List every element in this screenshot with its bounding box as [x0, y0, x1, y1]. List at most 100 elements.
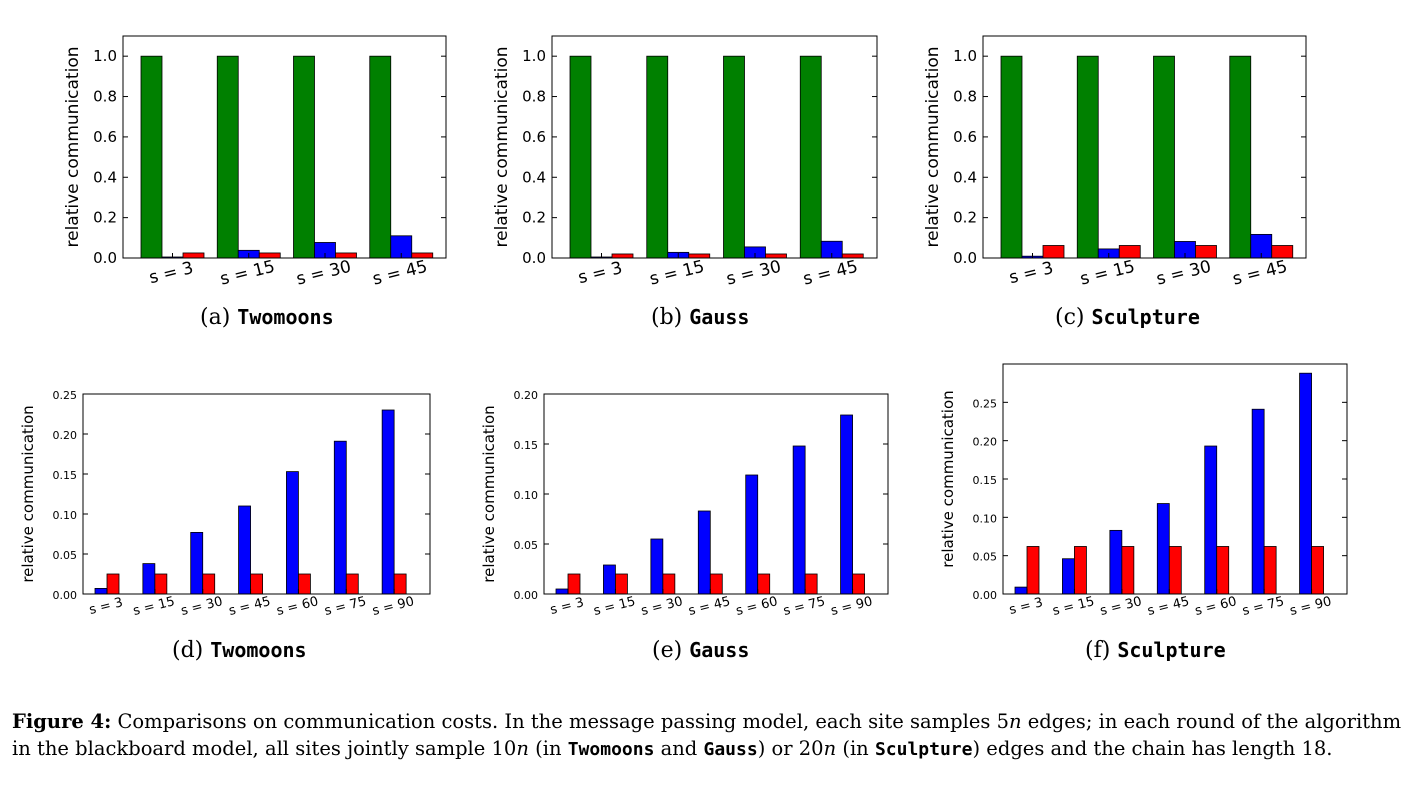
xtick-label-b-2: s = 30	[724, 257, 783, 290]
bar-f-blue-1	[1062, 558, 1075, 595]
xtick-label-e-4: s = 60	[734, 594, 779, 619]
xtick-label-f-2: s = 30	[1099, 594, 1144, 619]
ytick-label-f-5: 0.25	[973, 397, 998, 410]
bar-a-green-2	[293, 55, 315, 259]
bar-d-blue-6	[381, 409, 395, 595]
subcaption-a: (a) Twomoons	[200, 305, 334, 330]
bar-b-green-0	[569, 55, 592, 259]
subcaption-b-name: Gauss	[689, 305, 750, 329]
bar-d-blue-2	[190, 532, 204, 595]
ytick-label-a-5: 1.0	[93, 47, 117, 65]
bar-c-red-1	[1118, 245, 1141, 259]
xtick-label-b-0: s = 3	[576, 258, 624, 288]
bar-c-green-1	[1076, 55, 1099, 259]
bar-a-green-0	[140, 55, 163, 259]
bar-f-blue-5	[1251, 408, 1265, 595]
subcaption-d: (d) Twomoons	[172, 638, 307, 663]
xtick-label-e-6: s = 90	[829, 594, 874, 619]
bar-d-blue-5	[333, 440, 347, 595]
xtick-label-e-2: s = 30	[640, 594, 685, 619]
bar-e-red-5	[804, 573, 818, 595]
ytick-label-e-1: 0.05	[514, 539, 539, 552]
bar-d-blue-4	[286, 471, 299, 595]
ytick-label-f-2: 0.10	[973, 512, 998, 525]
xtick-label-b-1: s = 15	[648, 257, 707, 290]
caption-dataset-1: Twomoons	[567, 739, 655, 760]
caption-dataset-3: Sculpture	[874, 739, 973, 760]
ytick-label-d-5: 0.25	[53, 389, 78, 402]
xtick-label-f-6: s = 90	[1288, 594, 1333, 619]
xtick-label-e-5: s = 75	[782, 594, 827, 619]
bar-b-green-2	[723, 55, 745, 259]
subcaption-c-tag: (c)	[1055, 305, 1085, 330]
ytick-label-f-1: 0.05	[973, 551, 998, 564]
xtick-label-e-3: s = 45	[687, 594, 732, 619]
xtick-label-f-0: s = 3	[1008, 595, 1045, 618]
bar-e-red-4	[757, 573, 771, 595]
xtick-label-b-3: s = 45	[801, 257, 860, 290]
xtick-label-f-3: s = 45	[1146, 594, 1191, 619]
subcaption-d-tag: (d)	[172, 638, 204, 663]
bar-d-red-6	[393, 573, 407, 595]
xtick-label-c-2: s = 30	[1154, 257, 1213, 290]
bar-e-blue-3	[697, 510, 711, 595]
caption-text-4: and	[654, 737, 704, 760]
caption-var-3: n	[823, 737, 837, 760]
subcaption-e-tag: (e)	[652, 638, 683, 663]
bar-b-red-0	[611, 253, 634, 259]
chart-c: 0.0 0.2 0.4 0.6 0.8 1.0 s = 3 s = 15 s = 30 s = 4…	[923, 35, 1307, 290]
caption-text-2: edges; in each round of the algorithm in…	[12, 710, 1402, 760]
subcaption-d-name: Twomoons	[210, 638, 307, 662]
xtick-label-e-0: s = 3	[549, 595, 586, 618]
chart-a: 0.0 0.2 0.4 0.6 0.8 1.0 s = 3 s = 15 s = 30 s = 4…	[63, 35, 447, 290]
xtick-label-a-3: s = 45	[371, 257, 430, 290]
bar-a-red-0	[182, 252, 205, 259]
ytick-label-c-5: 1.0	[953, 47, 977, 65]
subcaption-f-tag: (f)	[1085, 638, 1111, 663]
ytick-label-f-3: 0.15	[973, 474, 998, 487]
bar-e-blue-4	[745, 474, 759, 595]
ytick-label-b-4: 0.8	[522, 88, 546, 106]
ytick-label-f-0: 0.00	[973, 589, 998, 602]
bar-d-blue-3	[238, 505, 251, 595]
caption-text-5: ) or 20	[757, 737, 824, 760]
bar-c-green-0	[1000, 55, 1023, 259]
bar-e-blue-6	[840, 414, 853, 595]
ylabel-d: relative communication	[19, 405, 37, 582]
chart-b: 0.0 0.2 0.4 0.6 0.8 1.0 s = 3 s = 15 s = 30 s = 4…	[492, 35, 878, 290]
ytick-label-b-2: 0.4	[522, 168, 546, 186]
caption-var-1: n	[1009, 710, 1022, 733]
xtick-label-a-0: s = 3	[147, 258, 195, 288]
xtick-label-d-5: s = 75	[323, 594, 368, 619]
subcaption-a-tag: (a)	[200, 305, 231, 330]
bar-c-red-2	[1195, 245, 1217, 259]
bar-e-blue-1	[603, 564, 616, 595]
bar-f-red-0	[1026, 546, 1040, 595]
bar-d-red-5	[345, 573, 359, 595]
plot-frame-c	[982, 35, 1307, 259]
bar-c-green-2	[1153, 55, 1175, 259]
subcaption-c-name: Sculpture	[1091, 305, 1200, 329]
bar-a-green-3	[369, 55, 392, 259]
plot-frame-d	[82, 393, 431, 595]
bar-d-red-0	[106, 573, 120, 595]
ytick-label-d-2: 0.10	[53, 509, 78, 522]
bar-f-blue-6	[1299, 372, 1312, 595]
bar-f-blue-0	[1014, 586, 1028, 595]
ytick-label-a-1: 0.2	[93, 209, 117, 227]
subcaption-e: (e) Gauss	[652, 638, 749, 663]
xtick-label-c-3: s = 45	[1231, 257, 1290, 290]
ylabel-f: relative communication	[939, 390, 957, 567]
bar-e-blue-0	[555, 588, 569, 595]
bar-e-blue-2	[650, 538, 664, 595]
xtick-label-f-1: s = 15	[1051, 594, 1096, 619]
xtick-label-e-1: s = 15	[592, 594, 637, 619]
caption-text-1: Comparisons on communication costs. In t…	[117, 710, 1009, 733]
bar-f-red-3	[1168, 546, 1182, 595]
bar-b-green-3	[799, 55, 822, 259]
caption-text-3: (in	[528, 737, 568, 760]
caption-label: Figure 4:	[12, 710, 112, 733]
bar-e-red-3	[709, 573, 723, 595]
bar-e-red-6	[852, 573, 865, 595]
subcaption-b-tag: (b)	[651, 305, 683, 330]
